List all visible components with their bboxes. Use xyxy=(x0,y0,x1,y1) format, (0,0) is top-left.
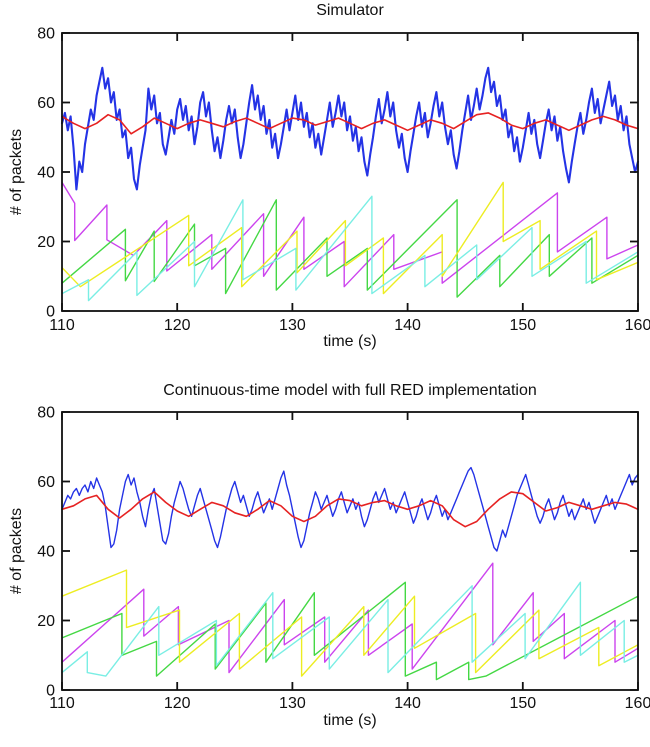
y-tick-label: 40 xyxy=(37,544,55,561)
series-path-tcp-window-flow-yellow xyxy=(61,181,639,295)
y-tick-label: 40 xyxy=(37,165,55,182)
plot-frame xyxy=(61,411,639,691)
series-path-tcp-window-flow-green xyxy=(61,581,639,681)
x-tick-label: 120 xyxy=(164,317,191,334)
x-tick-label: 130 xyxy=(279,317,306,334)
x-tick-label: 110 xyxy=(49,317,75,334)
x-tick-label: 150 xyxy=(509,317,536,334)
y-tick-label: 60 xyxy=(37,95,55,112)
series-path-tcp-window-flow-magenta xyxy=(61,181,639,288)
x-axis-label-top: time (s) xyxy=(323,333,377,350)
x-tick-label: 160 xyxy=(625,695,650,712)
series-path-tcp-window-flow-cyan xyxy=(61,195,639,302)
y-tick-label: 80 xyxy=(37,26,55,43)
y-axis-label-top: # of packets xyxy=(8,128,25,216)
y-axis-label-bottom: # of packets xyxy=(8,507,25,595)
x-tick-label: 140 xyxy=(394,317,421,334)
series-path-tcp-window-flow-cyan xyxy=(61,581,639,677)
plot-frame xyxy=(61,32,639,312)
y-tick-label: 60 xyxy=(37,474,55,491)
y-tick-label: 0 xyxy=(46,683,55,700)
x-tick-label: 130 xyxy=(279,695,306,712)
series-path-model-average-queue xyxy=(61,491,639,528)
x-axis-label-bottom: time (s) xyxy=(323,712,377,729)
y-tick-label: 0 xyxy=(46,304,55,321)
series-path-tcp-window-flow-green xyxy=(61,199,639,298)
x-tick-label: 140 xyxy=(394,695,421,712)
chart-title-red-model: Continuous-time model with full RED impl… xyxy=(163,382,537,399)
y-tick-label: 20 xyxy=(37,234,55,251)
series-path-average-queue-red-estimate xyxy=(61,112,639,135)
series-path-tcp-window-flow-yellow xyxy=(61,569,639,677)
x-tick-label: 150 xyxy=(509,695,536,712)
x-tick-label: 110 xyxy=(49,695,75,712)
chart-title-simulator: Simulator xyxy=(316,2,384,19)
series-path-instantaneous-queue-length xyxy=(60,66,640,191)
series-path-model-queue-length xyxy=(61,466,639,552)
series-path-tcp-window-flow-magenta xyxy=(61,562,639,674)
x-tick-label: 160 xyxy=(625,317,650,334)
y-tick-label: 80 xyxy=(37,405,55,422)
y-tick-label: 20 xyxy=(37,613,55,630)
x-tick-label: 120 xyxy=(164,695,191,712)
